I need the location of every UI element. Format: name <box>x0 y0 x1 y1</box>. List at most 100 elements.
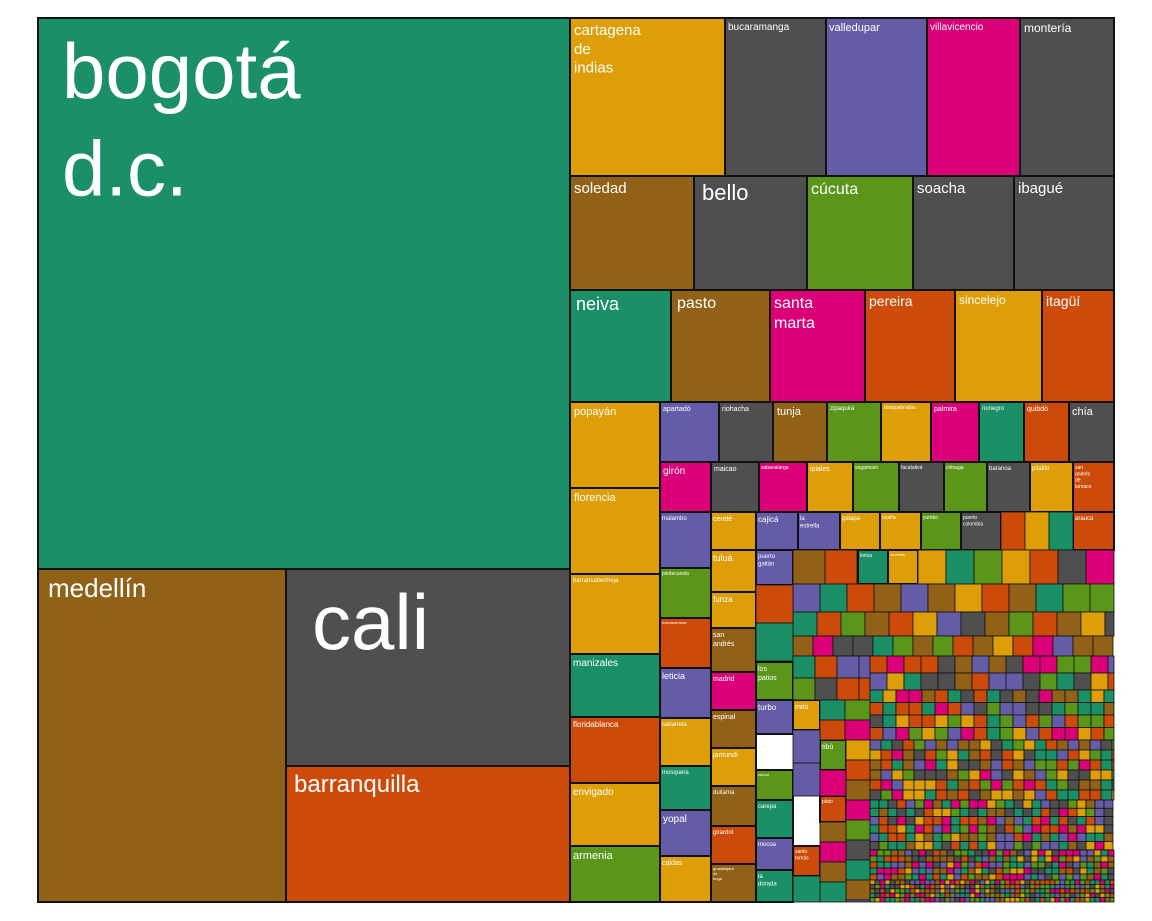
small-tile <box>882 727 897 741</box>
small-tile <box>1056 749 1069 761</box>
small-tile <box>869 873 878 881</box>
small-tile <box>1058 873 1067 881</box>
small-tile <box>932 849 941 857</box>
small-tile <box>1002 849 1011 857</box>
small-tile <box>814 655 838 679</box>
small-tile <box>1024 511 1050 551</box>
small-tile <box>986 702 1001 716</box>
tile-rect <box>37 17 571 570</box>
small-tile <box>947 702 962 716</box>
small-tile <box>909 888 916 894</box>
small-tile <box>1024 888 1031 894</box>
small-tile <box>990 759 1003 771</box>
small-tile <box>896 824 907 834</box>
small-tile <box>1090 655 1109 674</box>
tile-label: sogamoso <box>855 465 878 471</box>
small-tile <box>934 897 941 903</box>
tile-label: tuluá <box>713 553 733 563</box>
small-tile <box>929 879 936 885</box>
tile-rect <box>659 855 712 903</box>
small-tile <box>1094 816 1105 826</box>
small-tile <box>968 807 979 817</box>
small-tile <box>1001 749 1014 761</box>
small-tile <box>1049 841 1060 851</box>
small-tile <box>1107 861 1115 869</box>
small-tile <box>1093 867 1102 875</box>
small-tile <box>1056 769 1069 781</box>
tile-espinal: espinal <box>710 709 757 749</box>
small-tile <box>1103 841 1114 851</box>
small-tile <box>1024 897 1031 903</box>
small-tile <box>904 897 911 903</box>
small-tile <box>935 739 948 751</box>
tile-tunja: tunja <box>772 401 828 463</box>
tile-popay-n: popayán <box>569 401 661 489</box>
small-tile <box>878 832 889 842</box>
small-tile <box>1084 884 1091 890</box>
small-tile <box>932 832 943 842</box>
small-tile <box>984 884 991 890</box>
small-tile <box>924 892 931 899</box>
tile-rect <box>792 845 821 877</box>
tile-oca-a: ocaña <box>879 511 922 551</box>
small-tile <box>919 897 926 903</box>
small-tile <box>986 727 1001 741</box>
small-tile <box>902 789 915 801</box>
small-tile <box>921 689 936 703</box>
tile-caldas: caldas <box>659 855 712 903</box>
small-tile <box>1109 884 1115 890</box>
tile-label: maicao <box>714 466 737 473</box>
small-tile <box>1037 855 1046 863</box>
tile-girardot: girardot <box>710 825 757 865</box>
tile-rect <box>1013 175 1115 291</box>
small-tile <box>932 799 943 809</box>
small-tile <box>1089 739 1102 751</box>
small-tile <box>1094 897 1101 903</box>
tile-ceret-: cereté <box>710 511 757 551</box>
small-tile <box>1044 888 1051 894</box>
small-tile <box>1039 888 1046 894</box>
small-tile <box>1089 749 1102 761</box>
tile-mocoa: mocoa <box>755 837 794 871</box>
small-tile <box>946 873 955 881</box>
tile-yumbo: yumbo <box>920 511 962 551</box>
small-tile <box>1089 892 1096 899</box>
small-tile <box>999 888 1006 894</box>
small-tile <box>1029 892 1036 899</box>
small-tile <box>1022 841 1033 851</box>
small-tile <box>984 611 1010 637</box>
small-tile <box>960 689 975 703</box>
small-tile <box>1085 807 1096 817</box>
small-tile <box>1013 841 1024 851</box>
tile-rect <box>864 289 956 403</box>
small-tile <box>995 849 1004 857</box>
small-tile <box>957 739 970 751</box>
tile-rect <box>724 17 827 177</box>
tile-valledupar: valledupar <box>825 17 928 177</box>
small-tile <box>887 816 898 826</box>
small-tile <box>912 635 934 657</box>
small-tile <box>995 841 1006 851</box>
small-tile <box>968 739 981 751</box>
tile-rect <box>1041 289 1115 403</box>
small-tile <box>1104 888 1111 894</box>
small-tile <box>954 897 961 903</box>
small-tile <box>990 739 1003 751</box>
small-tile <box>1054 879 1061 885</box>
small-tile <box>986 799 997 809</box>
small-tile <box>913 789 926 801</box>
small-tile <box>918 861 927 869</box>
small-tile <box>874 892 881 899</box>
tile-rect <box>659 401 720 463</box>
small-tile <box>927 583 956 613</box>
small-tile <box>1079 892 1086 899</box>
small-tile <box>1067 816 1078 826</box>
small-tile <box>1023 855 1032 863</box>
small-tile <box>1056 739 1069 751</box>
small-tile <box>1076 841 1087 851</box>
small-tile <box>1100 749 1113 761</box>
small-tile <box>1051 867 1060 875</box>
small-tile <box>981 861 990 869</box>
tile-c-cuta: cúcuta <box>806 175 914 291</box>
small-tile <box>1009 892 1016 899</box>
